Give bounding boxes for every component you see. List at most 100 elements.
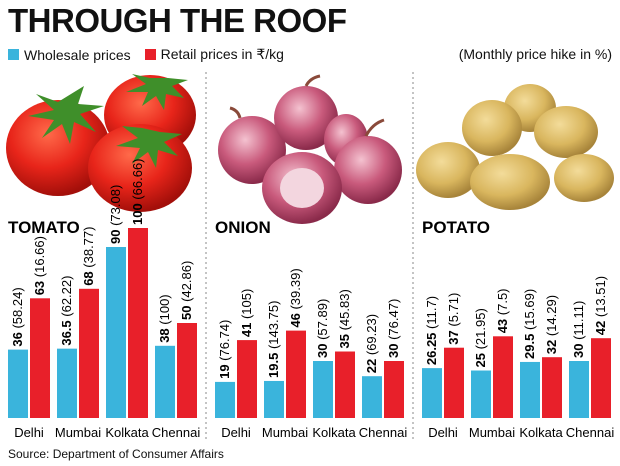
bar-retail — [591, 338, 611, 418]
data-value: 25 — [473, 349, 488, 367]
data-hike: (16.66) — [32, 236, 47, 277]
data-hike: (76.47) — [386, 299, 401, 340]
data-value: 68 — [81, 268, 96, 286]
potato-illustration — [416, 84, 614, 210]
bar-wholesale — [155, 345, 175, 418]
bar-retail — [444, 347, 464, 418]
onion-illustration — [218, 74, 402, 224]
data-label: 100 (66.66) — [130, 158, 145, 225]
data-value: 26.25 — [424, 329, 439, 365]
bar-wholesale — [520, 361, 540, 418]
bar-wholesale — [106, 247, 126, 418]
data-value: 35 — [337, 330, 352, 348]
data-label: 30 (76.47) — [386, 299, 401, 358]
bar-wholesale — [313, 361, 333, 418]
bar-retail — [542, 357, 562, 418]
data-label: 35 (45.83) — [337, 289, 352, 348]
data-hike: (39.39) — [288, 268, 303, 309]
legend-label-retail: Retail prices in ₹/kg — [160, 46, 284, 62]
data-hike: (38.77) — [81, 227, 96, 268]
data-label: 41 (105) — [239, 289, 254, 337]
bar-retail — [384, 361, 404, 418]
data-hike: (5.71) — [446, 293, 461, 327]
data-value: 41 — [239, 319, 254, 337]
category-label: Chennai — [359, 425, 408, 440]
bar-wholesale — [57, 348, 77, 418]
data-value: 19 — [217, 361, 232, 379]
category-label: Delhi — [14, 425, 44, 440]
data-value: 19.5 — [266, 349, 281, 378]
data-hike: (73.08) — [108, 185, 123, 226]
data-value: 90 — [108, 226, 123, 244]
data-label: 43 (7.5) — [495, 288, 510, 333]
data-value: 36 — [10, 329, 25, 347]
category-label: Mumbai — [262, 425, 308, 440]
data-label: 90 (73.08) — [108, 185, 123, 244]
data-label: 30 (57.89) — [315, 299, 330, 358]
data-hike: (42.86) — [179, 261, 194, 302]
data-hike: (66.66) — [130, 158, 145, 199]
bar-retail — [128, 228, 148, 418]
data-label: 38 (100) — [157, 294, 172, 342]
chart-title: THROUGH THE ROOF — [8, 2, 347, 39]
category-label: Kolkata — [105, 425, 149, 440]
data-hike: (14.29) — [544, 295, 559, 336]
bar-retail — [79, 288, 99, 418]
panel-title: ONION — [215, 218, 271, 237]
data-hike: (76.74) — [217, 320, 232, 361]
data-label: 63 (16.66) — [32, 236, 47, 295]
data-value: 30 — [571, 340, 586, 358]
data-value: 46 — [288, 310, 303, 328]
tomato-illustration — [6, 74, 196, 212]
data-value: 43 — [495, 315, 510, 333]
data-value: 36.5 — [59, 317, 74, 346]
data-value: 100 — [130, 200, 145, 225]
bar-wholesale — [362, 376, 382, 418]
data-label: 50 (42.86) — [179, 261, 194, 320]
data-hike: (69.23) — [364, 314, 379, 355]
data-label: 37 (5.71) — [446, 293, 461, 345]
data-value: 38 — [157, 325, 172, 343]
data-label: 26.25 (11.7) — [424, 296, 439, 365]
bar-retail — [30, 298, 50, 418]
data-value: 42 — [593, 317, 608, 335]
data-hike: (11.7) — [424, 296, 439, 329]
data-value: 37 — [446, 327, 461, 345]
category-label: Mumbai — [469, 425, 515, 440]
unit-note: (Monthly price hike in %) — [458, 46, 612, 62]
data-hike: (57.89) — [315, 299, 330, 340]
category-label: Kolkata — [519, 425, 563, 440]
bar-retail — [177, 323, 197, 418]
data-value: 22 — [364, 355, 379, 373]
data-hike: (143.75) — [266, 301, 281, 349]
data-label: 36 (58.24) — [10, 287, 25, 346]
data-label: 19 (76.74) — [217, 320, 232, 379]
data-label: 46 (39.39) — [288, 268, 303, 327]
category-label: Chennai — [566, 425, 615, 440]
data-label: 30 (11.11) — [571, 301, 586, 358]
data-hike: (105) — [239, 289, 254, 319]
data-hike: (45.83) — [337, 289, 352, 330]
data-label: 22 (69.23) — [364, 314, 379, 373]
bar-retail — [286, 330, 306, 418]
category-label: Kolkata — [312, 425, 356, 440]
data-hike: (11.11) — [571, 301, 586, 340]
bar-wholesale — [8, 349, 28, 418]
data-hike: (21.95) — [473, 308, 488, 349]
data-label: 32 (14.29) — [544, 295, 559, 354]
legend-label-wholesale: Wholesale prices — [24, 46, 131, 63]
data-value: 32 — [544, 336, 559, 354]
data-label: 29.5 (15.69) — [522, 289, 537, 359]
data-hike: (58.24) — [10, 287, 25, 328]
bar-retail — [237, 340, 257, 418]
data-hike: (15.69) — [522, 289, 537, 330]
data-value: 50 — [179, 302, 194, 320]
data-hike: (62.22) — [59, 276, 74, 317]
data-value: 63 — [32, 277, 47, 295]
legend: Wholesale prices Retail prices in ₹/kg — [8, 46, 298, 63]
data-hike: (7.5) — [495, 288, 510, 315]
bar-wholesale — [569, 361, 589, 418]
data-label: 68 (38.77) — [81, 227, 96, 286]
